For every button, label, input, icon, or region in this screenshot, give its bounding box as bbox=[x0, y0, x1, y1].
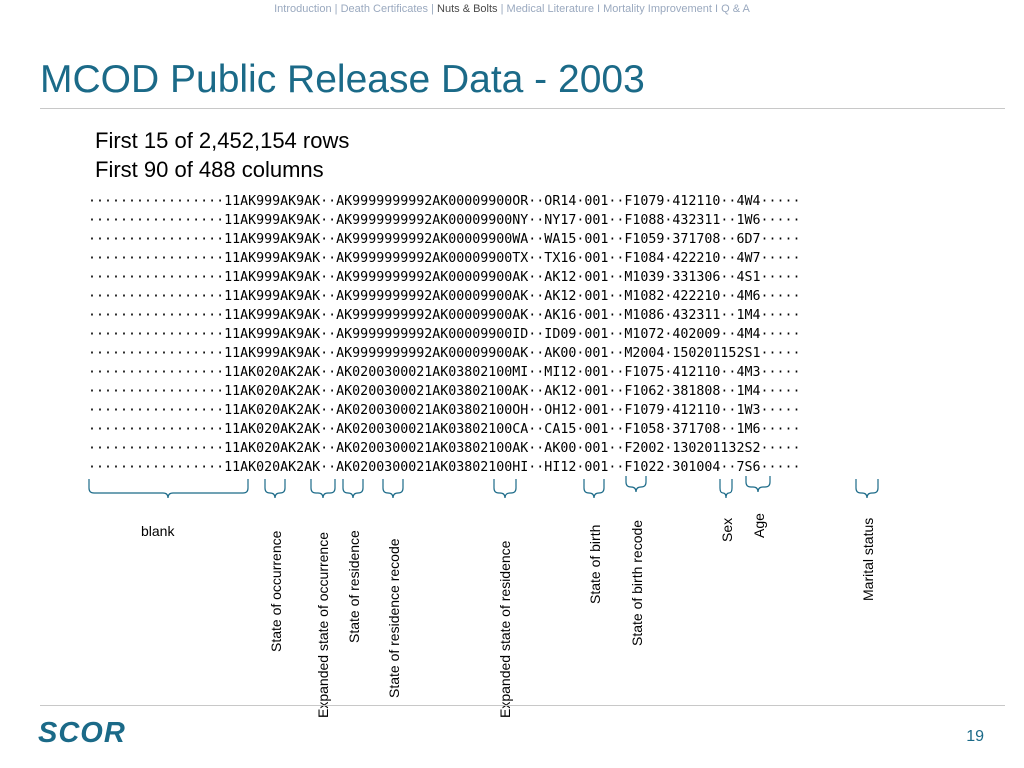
label-state-of-residence-recode: State of residence recode bbox=[386, 538, 402, 698]
label-state-of-birth: State of birth bbox=[587, 524, 603, 604]
label-state-of-birth-recode: State of birth recode bbox=[629, 519, 645, 646]
columns-subtitle: First 90 of 488 columns bbox=[95, 157, 324, 182]
nav-medical-literature[interactable]: Medical Literature bbox=[506, 3, 594, 15]
nav-separator: | bbox=[497, 3, 507, 15]
label-state-of-residence: State of residence bbox=[346, 530, 362, 643]
bracket-state-residence bbox=[342, 479, 364, 499]
bracket-blank bbox=[88, 479, 249, 499]
nav-separator: | bbox=[428, 3, 438, 15]
page-number: 19 bbox=[966, 728, 984, 745]
label-expanded-state-of-occurrence: Expanded state of occurrence bbox=[315, 531, 331, 718]
title-divider bbox=[40, 108, 1005, 109]
label-age: Age bbox=[751, 513, 767, 538]
bracket-state-birth-recode bbox=[625, 476, 647, 493]
label-marital-status: Marital status bbox=[860, 517, 876, 601]
label-sex: Sex bbox=[719, 517, 735, 542]
nav-separator: I bbox=[593, 3, 604, 15]
nav-death-certificates[interactable]: Death Certificates bbox=[340, 3, 429, 15]
nav-nuts-bolts[interactable]: Nuts & Bolts bbox=[437, 3, 498, 15]
page-title: MCOD Public Release Data - 2003 bbox=[40, 58, 645, 101]
nav-separator: | bbox=[331, 3, 341, 15]
top-navigation: Introduction | Death Certificates | Nuts… bbox=[0, 3, 1024, 15]
bracket-age bbox=[745, 476, 771, 493]
bracket-state-residence-recode bbox=[382, 479, 404, 499]
label-expanded-state-of-residence: Expanded state of residence bbox=[497, 540, 513, 718]
nav-qa[interactable]: Q & A bbox=[721, 3, 750, 15]
bracket-expanded-state-occurrence bbox=[310, 479, 336, 499]
nav-mortality-improvement[interactable]: Mortality Improvement bbox=[603, 3, 712, 15]
bracket-sex bbox=[719, 479, 733, 499]
bracket-state-birth bbox=[583, 479, 605, 499]
logo-text: SCOR bbox=[38, 717, 126, 748]
bracket-state-occurrence bbox=[264, 479, 286, 499]
nav-separator: I bbox=[711, 3, 722, 15]
nav-introduction[interactable]: Introduction bbox=[274, 3, 332, 15]
label-blank: blank bbox=[141, 523, 175, 539]
data-records-block: ·················11AK999AK9AK··AK9999999… bbox=[88, 194, 801, 475]
footer-divider bbox=[40, 705, 1005, 706]
label-state-of-occurrence: State of occurrence bbox=[268, 530, 284, 652]
bracket-marital-status bbox=[855, 479, 879, 499]
bracket-expanded-state-residence bbox=[493, 479, 517, 499]
scor-logo: SCOR bbox=[38, 717, 126, 748]
rows-subtitle: First 15 of 2,452,154 rows bbox=[95, 128, 350, 153]
